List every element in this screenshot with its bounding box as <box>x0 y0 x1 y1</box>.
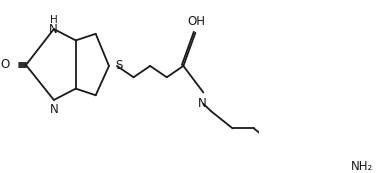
Text: OH: OH <box>187 15 206 28</box>
Text: O: O <box>1 58 10 71</box>
Text: N: N <box>198 97 206 110</box>
Text: H: H <box>50 15 58 25</box>
Text: NH₂: NH₂ <box>351 160 373 173</box>
Text: S: S <box>116 60 123 72</box>
Text: N: N <box>49 22 58 36</box>
Text: N: N <box>49 103 58 116</box>
